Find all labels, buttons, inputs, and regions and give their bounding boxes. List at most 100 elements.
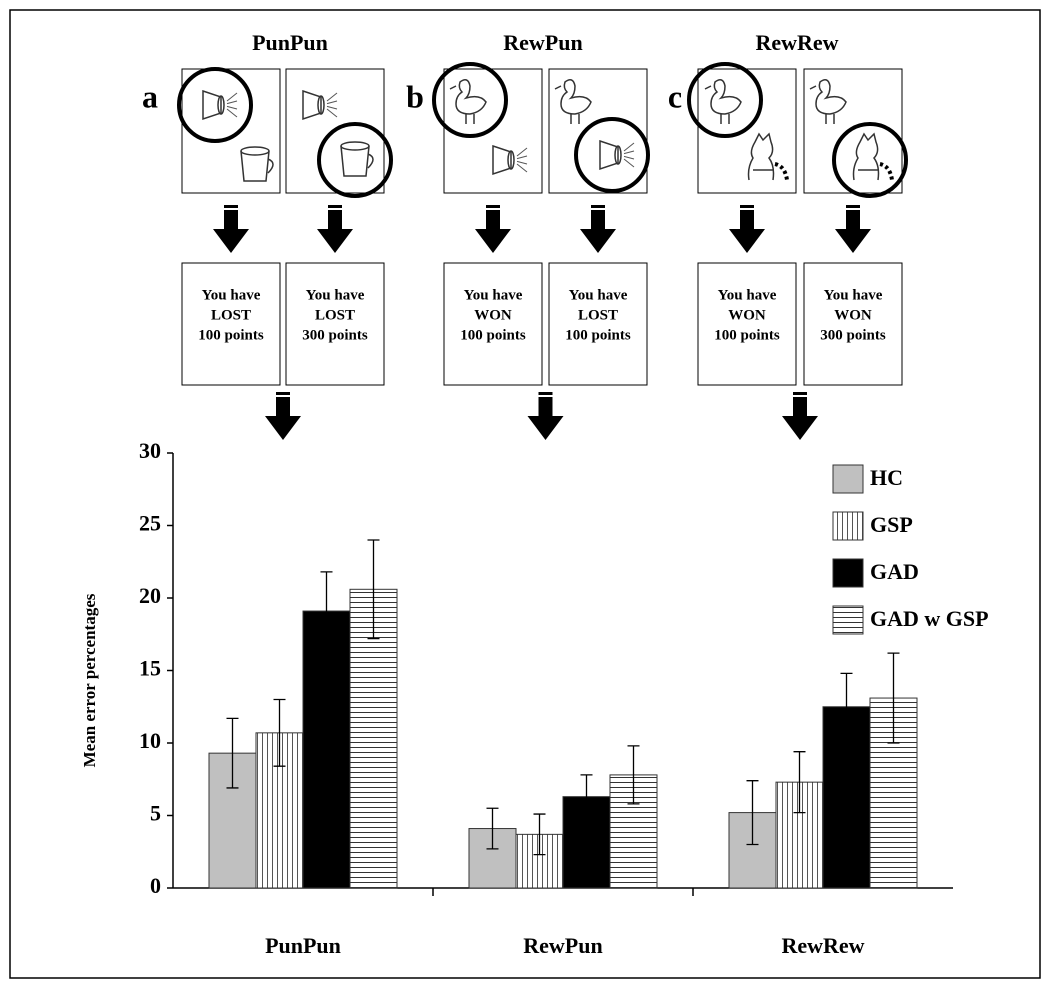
speaker-icon (326, 105, 338, 110)
error-bar (367, 539, 380, 640)
arrow-shaft (793, 392, 807, 416)
arrow-shaft (846, 205, 860, 229)
speaker-icon (226, 92, 238, 102)
legend-label: HC (870, 465, 903, 490)
choice-circle (574, 117, 650, 193)
bird-icon (809, 85, 835, 124)
choice-circle (317, 122, 393, 198)
outcome-box (803, 262, 903, 386)
speaker-icon (226, 105, 238, 110)
x-tick-label: RewPun (523, 933, 602, 958)
bird-icon (449, 85, 475, 124)
error-bar (887, 652, 900, 744)
legend-swatch (832, 511, 864, 541)
bird-icon (710, 79, 742, 115)
legend-swatch (832, 464, 864, 494)
arrow-shaft (224, 205, 238, 229)
y-axis-label: Mean error percentages (80, 593, 99, 767)
error-bar (746, 780, 759, 846)
speaker-icon (302, 89, 322, 121)
speaker-icon (623, 155, 635, 160)
panel-title: PunPun (252, 30, 328, 55)
error-bar (273, 698, 286, 767)
outcome-text: LOST (315, 307, 355, 323)
error-bar (320, 571, 333, 651)
legend-label: GSP (870, 512, 913, 537)
chart: 0 5 10 15 20 25 30 Mean error percentages PunPun… (80, 438, 989, 958)
bar (822, 706, 871, 889)
speaker-icon (202, 89, 222, 121)
error-bar (533, 813, 546, 856)
outcome-text: You have (306, 287, 365, 303)
speaker-icon (326, 92, 338, 102)
arrow-shaft (591, 205, 605, 229)
arrow-shaft (276, 392, 290, 416)
legend-label: GAD (870, 559, 919, 584)
arrow-shaft (538, 392, 553, 416)
bird-icon (560, 79, 592, 115)
legend-swatch (832, 558, 864, 588)
arrow-head (213, 229, 249, 253)
panel-letter: a (142, 78, 158, 114)
outcome-box (285, 262, 385, 386)
outcome-box (443, 262, 543, 386)
outcome-text: You have (718, 287, 777, 303)
task-diagram: PunPun a You have LOST 100 points You have LOS… (142, 30, 908, 440)
speaker-icon (516, 147, 528, 157)
arrow-head (580, 229, 616, 253)
speaker-icon (326, 108, 338, 118)
arrow-head (782, 416, 818, 440)
outcome-text: WON (728, 307, 766, 323)
outcome-text: You have (824, 287, 883, 303)
choice-circle (432, 62, 508, 138)
speaker-icon (326, 100, 338, 105)
outcome-text: LOST (211, 307, 251, 323)
speaker-icon (226, 108, 238, 118)
speaker-icon (623, 150, 635, 155)
outcome-text: WON (834, 307, 872, 323)
bird-icon (554, 85, 580, 124)
bird-icon (704, 85, 730, 124)
speaker-icon (492, 144, 512, 176)
cup-icon (240, 146, 270, 156)
outcome-box (548, 262, 648, 386)
bar (302, 610, 351, 889)
x-tick-label: RewRew (781, 933, 864, 958)
y-tick-label: 10 (139, 728, 161, 753)
outcome-text: 100 points (565, 327, 631, 343)
arrow-shaft (486, 205, 500, 229)
speaker-icon (516, 163, 528, 173)
bird-icon (455, 79, 487, 115)
raccoon-icon (852, 132, 880, 181)
error-bar (226, 717, 239, 789)
outcome-text: 300 points (820, 327, 886, 343)
speaker-icon (599, 139, 619, 171)
choice-circle (177, 67, 253, 143)
y-tick-label: 0 (150, 873, 161, 898)
panel-letter: b (406, 78, 424, 114)
arrow-head (317, 229, 353, 253)
outcome-text: 100 points (198, 327, 264, 343)
outcome-text: 300 points (302, 327, 368, 343)
stimulus-box (548, 68, 648, 194)
error-bar (486, 807, 499, 850)
arrow-head (265, 416, 301, 440)
error-bar (840, 672, 853, 741)
cup-icon (267, 158, 274, 174)
y-tick-label: 25 (139, 511, 161, 536)
panel-title: RewPun (503, 30, 582, 55)
arrow-shaft (740, 205, 754, 229)
stimulus-box (181, 68, 281, 194)
arrow-shaft (328, 205, 342, 229)
cup-icon (340, 141, 370, 151)
speaker-icon (614, 145, 622, 165)
y-tick-label: 5 (150, 801, 161, 826)
speaker-icon (516, 155, 528, 160)
speaker-icon (226, 100, 238, 105)
y-tick-label: 15 (139, 656, 161, 681)
panel-title: RewRew (755, 30, 838, 55)
speaker-icon (516, 160, 528, 165)
outcome-text: You have (464, 287, 523, 303)
outcome-text: You have (202, 287, 261, 303)
error-bar (793, 751, 806, 814)
